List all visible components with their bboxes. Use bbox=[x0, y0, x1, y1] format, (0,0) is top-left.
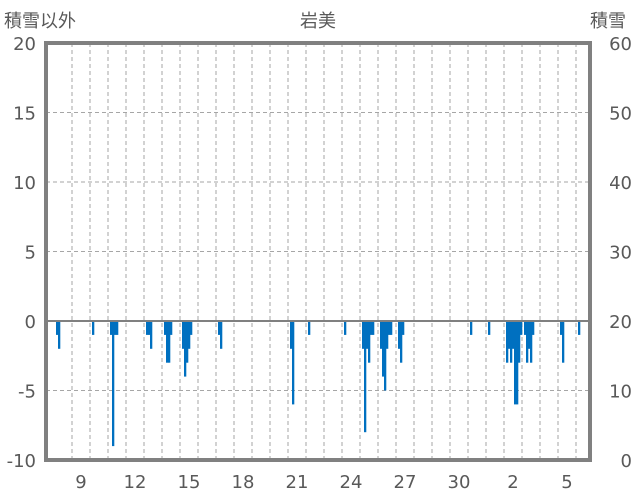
bar bbox=[384, 321, 387, 391]
bar bbox=[400, 321, 403, 363]
bar bbox=[530, 321, 533, 363]
bar bbox=[524, 321, 527, 335]
bar bbox=[182, 321, 185, 349]
bar bbox=[170, 321, 173, 335]
bar bbox=[184, 321, 187, 377]
bar bbox=[164, 321, 167, 335]
bars bbox=[56, 321, 581, 447]
x-tick-label: 5 bbox=[561, 472, 572, 493]
bar bbox=[510, 321, 513, 363]
left-tick-label: -10 bbox=[7, 451, 36, 472]
bar bbox=[514, 321, 517, 405]
bar bbox=[518, 321, 521, 363]
bar bbox=[110, 321, 113, 335]
bar bbox=[114, 321, 117, 335]
bar bbox=[506, 321, 509, 363]
bar bbox=[562, 321, 565, 363]
bar bbox=[512, 321, 515, 349]
bar bbox=[56, 321, 59, 335]
x-tick-label: 21 bbox=[286, 472, 309, 493]
bar bbox=[168, 321, 171, 363]
left-axis-ticks: 20 15 10 5 0 -5 -10 bbox=[7, 34, 36, 472]
bar bbox=[92, 321, 95, 335]
bar bbox=[516, 321, 519, 405]
bar bbox=[528, 321, 531, 349]
right-tick-label: 0 bbox=[621, 451, 632, 472]
bar bbox=[390, 321, 393, 335]
bar bbox=[508, 321, 511, 349]
left-tick-label: 10 bbox=[13, 173, 36, 194]
bar bbox=[386, 321, 389, 349]
bar bbox=[526, 321, 529, 363]
bar bbox=[290, 321, 293, 349]
bar bbox=[344, 321, 347, 335]
bar bbox=[388, 321, 391, 335]
bar bbox=[364, 321, 367, 433]
bar bbox=[362, 321, 365, 349]
left-tick-label: 15 bbox=[13, 104, 36, 125]
x-tick-label: 2 bbox=[507, 472, 518, 493]
bar bbox=[116, 321, 119, 335]
bar bbox=[58, 321, 61, 349]
right-tick-label: 30 bbox=[609, 243, 632, 264]
left-tick-label: -5 bbox=[18, 382, 36, 403]
bar bbox=[366, 321, 369, 349]
right-tick-label: 50 bbox=[609, 104, 632, 125]
bar bbox=[148, 321, 151, 335]
left-tick-label: 0 bbox=[25, 312, 36, 333]
bar bbox=[112, 321, 115, 447]
x-tick-label: 24 bbox=[340, 472, 363, 493]
left-tick-label: 20 bbox=[13, 34, 36, 55]
bar bbox=[292, 321, 295, 405]
bar bbox=[150, 321, 153, 349]
bar bbox=[398, 321, 401, 349]
bar bbox=[368, 321, 371, 363]
bar bbox=[470, 321, 473, 335]
x-axis-ticks: 9 12 15 18 21 24 27 30 2 5 bbox=[75, 472, 572, 493]
chart-title: 岩美 bbox=[300, 11, 336, 32]
grid bbox=[46, 43, 590, 460]
bar bbox=[186, 321, 189, 363]
right-tick-label: 20 bbox=[609, 312, 632, 333]
x-tick-label: 12 bbox=[124, 472, 147, 493]
bar bbox=[402, 321, 405, 335]
bar bbox=[308, 321, 311, 335]
left-axis-title: 積雪以外 bbox=[4, 11, 76, 32]
bar bbox=[146, 321, 149, 335]
right-axis-title: 積雪 bbox=[590, 11, 626, 32]
x-tick-label: 27 bbox=[394, 472, 417, 493]
bar bbox=[382, 321, 385, 377]
right-tick-label: 10 bbox=[609, 382, 632, 403]
bar bbox=[218, 321, 221, 335]
bar bbox=[166, 321, 169, 363]
right-tick-label: 40 bbox=[609, 173, 632, 194]
bar bbox=[532, 321, 535, 335]
right-tick-label: 60 bbox=[609, 34, 632, 55]
bar bbox=[188, 321, 191, 349]
bar bbox=[372, 321, 375, 335]
right-axis-ticks: 60 50 40 30 20 10 0 bbox=[609, 34, 632, 472]
left-tick-label: 5 bbox=[25, 243, 36, 264]
x-tick-label: 30 bbox=[448, 472, 471, 493]
bar bbox=[560, 321, 563, 335]
bar bbox=[370, 321, 373, 335]
bar bbox=[220, 321, 223, 349]
x-tick-label: 15 bbox=[178, 472, 201, 493]
plot-frame bbox=[44, 41, 592, 462]
bar bbox=[520, 321, 523, 335]
bar bbox=[190, 321, 193, 335]
bar bbox=[488, 321, 491, 335]
bar bbox=[380, 321, 383, 349]
x-tick-label: 18 bbox=[232, 472, 255, 493]
bar bbox=[578, 321, 581, 335]
x-tick-label: 9 bbox=[75, 472, 86, 493]
